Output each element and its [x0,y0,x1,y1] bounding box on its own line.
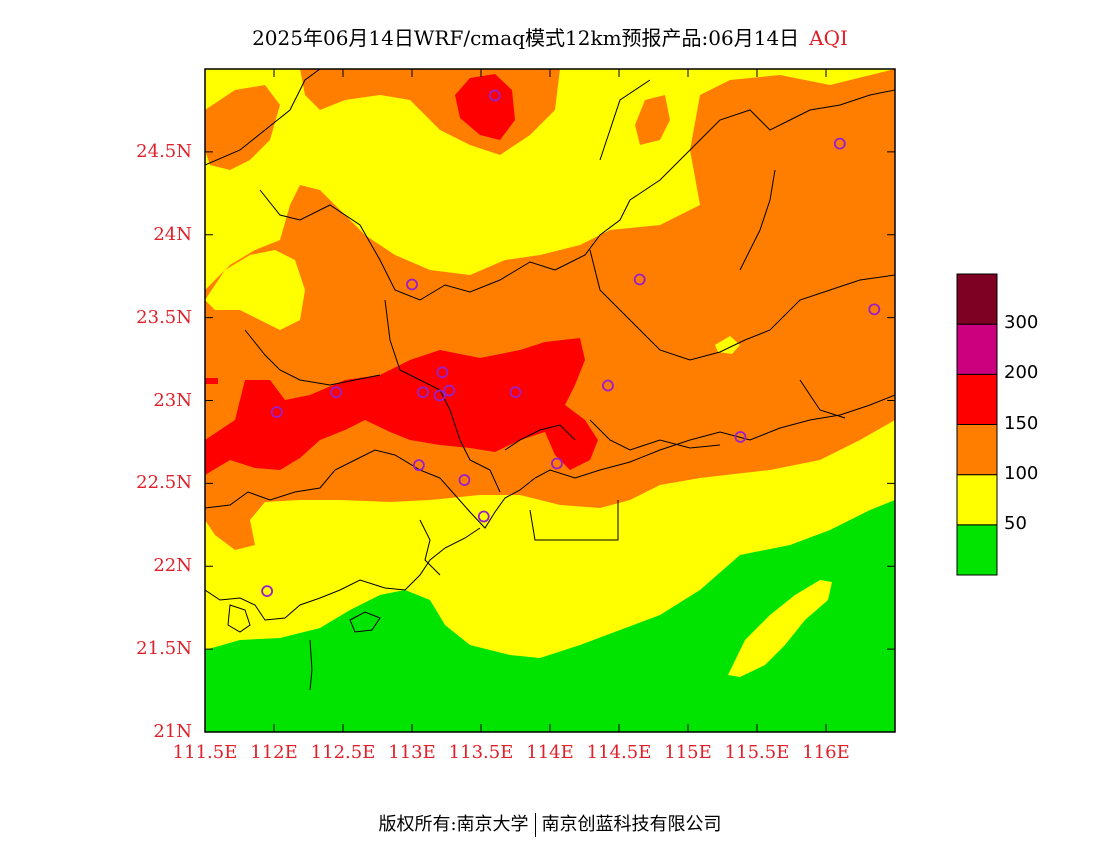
footer-company: 南京创蓝科技有限公司 [541,814,722,835]
station-marker [551,457,563,470]
y-tick-label: 21.5N [136,638,192,660]
station-marker [436,366,449,379]
x-tick-label: 111.5E [172,742,238,763]
x-tick-marks [204,69,827,732]
station-marker [412,459,425,472]
legend-label: 150 [1004,412,1039,434]
station-marker [458,474,471,486]
title-variable: AQI [809,26,848,50]
y-tick-marks [205,151,895,733]
legend-swatch [956,273,998,325]
aqi-zone-50-100 [230,200,250,240]
y-tick-label: 24N [153,223,192,245]
x-tick-label: 116E [802,742,850,763]
y-tick-label: 22.5N [136,472,192,494]
aqi-zone-150-200 [205,378,218,384]
x-tick-label: 112E [250,742,298,763]
legend-swatch [956,373,998,426]
station-marker [488,89,501,102]
station-markers [261,89,881,598]
footer: 版权所有:南京大学 南京创蓝科技有限公司 [0,810,1100,837]
page-title: 2025年06月14日WRF/cmaq模式12km预报产品:06月14日 AQI [0,22,1100,51]
y-tick-label: 22N [153,555,192,577]
station-marker [443,384,456,397]
aqi-zone-50-100 [728,580,832,677]
station-marker [330,386,343,399]
x-tick-label: 112.5E [310,742,376,763]
station-marker [406,278,418,291]
y-tick-label: 23N [153,389,192,411]
x-tick-label: 113.5E [448,742,514,763]
station-marker [833,137,846,150]
station-marker [602,379,614,392]
y-tick-label: 23.5N [136,306,192,328]
x-tick-label: 114.5E [586,742,652,763]
legend-label: 300 [1004,312,1039,334]
legend-swatch [956,524,998,576]
station-marker [509,386,522,399]
aqi-zone-100-150 [205,85,280,170]
aqi-zone-50-100 [715,336,740,354]
station-marker [261,585,274,598]
legend-colorbar [956,273,998,576]
aqi-field [205,69,895,732]
station-marker [433,389,446,402]
legend-swatch [956,424,998,476]
y-tick-label: 21N [153,721,192,742]
station-marker [868,303,881,316]
legend-swatch [956,323,998,375]
aqi-zone-100-150 [635,95,670,145]
y-tick-label: 24.5N [136,140,192,162]
x-tick-label: 115E [664,742,712,763]
footer-separator [534,813,536,837]
x-tick-label: 113E [388,742,436,763]
aqi-zone-150-200 [205,338,598,475]
aqi-zone-50-100 [205,250,305,330]
aqi-zone-100-150 [205,69,895,550]
x-tick-label: 115.5E [724,742,790,763]
station-marker [633,273,646,286]
station-marker [734,431,747,443]
legend-label: 50 [1004,512,1027,534]
title-text: 2025年06月14日WRF/cmaq模式12km预报产品:06月14日 [252,26,800,50]
station-marker [477,510,490,523]
x-tick-label: 114E [526,742,574,763]
aqi-zone-150-200 [455,74,515,140]
legend-label: 100 [1004,462,1039,484]
station-marker [270,406,283,419]
legend-label: 200 [1004,362,1039,384]
station-marker [417,386,429,399]
legend-swatch [956,474,998,526]
footer-copyright: 版权所有:南京大学 [378,814,529,835]
aqi-zone-0-50 [205,500,895,732]
